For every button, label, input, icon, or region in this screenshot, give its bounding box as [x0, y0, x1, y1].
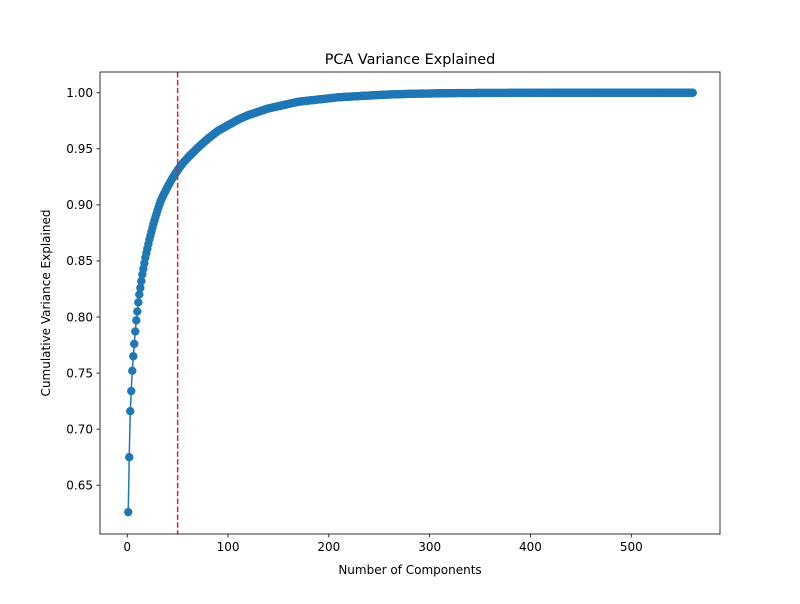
data-point [136, 283, 145, 293]
data-point [127, 386, 136, 396]
x-tick-label: 0 [123, 540, 131, 554]
y-tick-label: 0.85 [66, 254, 93, 268]
data-point [130, 339, 139, 349]
x-tick-label: 200 [317, 540, 340, 554]
y-tick-label: 0.70 [66, 422, 93, 436]
y-tick-label: 0.75 [66, 366, 93, 380]
y-tick-label: 0.95 [66, 142, 93, 156]
data-point [135, 290, 144, 299]
data-point [134, 298, 143, 307]
y-tick-label: 0.80 [66, 310, 93, 324]
data-point [137, 276, 146, 286]
plot-content [124, 88, 697, 517]
x-tick-label: 300 [418, 540, 441, 554]
x-axis-ticks: 0 100 200 300 400 500 [123, 534, 643, 554]
x-tick-label: 500 [620, 540, 643, 554]
data-point [132, 316, 141, 325]
y-axis-label: Cumulative Variance Explained [39, 210, 53, 397]
data-point [128, 366, 137, 376]
data-point [688, 88, 697, 97]
x-tick-label: 400 [519, 540, 542, 554]
y-tick-label: 0.65 [66, 479, 93, 493]
x-axis-label: Number of Components [338, 563, 481, 577]
axes-frame [99, 71, 721, 535]
data-point [126, 407, 135, 416]
y-axis-ticks: 0.65 0.70 0.75 0.80 0.85 0.90 0.95 1.00 [66, 86, 100, 493]
data-point [124, 507, 133, 517]
chart-title: PCA Variance Explained [325, 52, 496, 68]
x-tick-label: 100 [217, 540, 240, 554]
data-point [129, 352, 138, 361]
y-tick-label: 0.90 [66, 198, 93, 212]
data-point [133, 307, 142, 316]
data-point [125, 452, 134, 462]
y-tick-label: 1.00 [66, 86, 93, 100]
data-point [131, 327, 140, 336]
